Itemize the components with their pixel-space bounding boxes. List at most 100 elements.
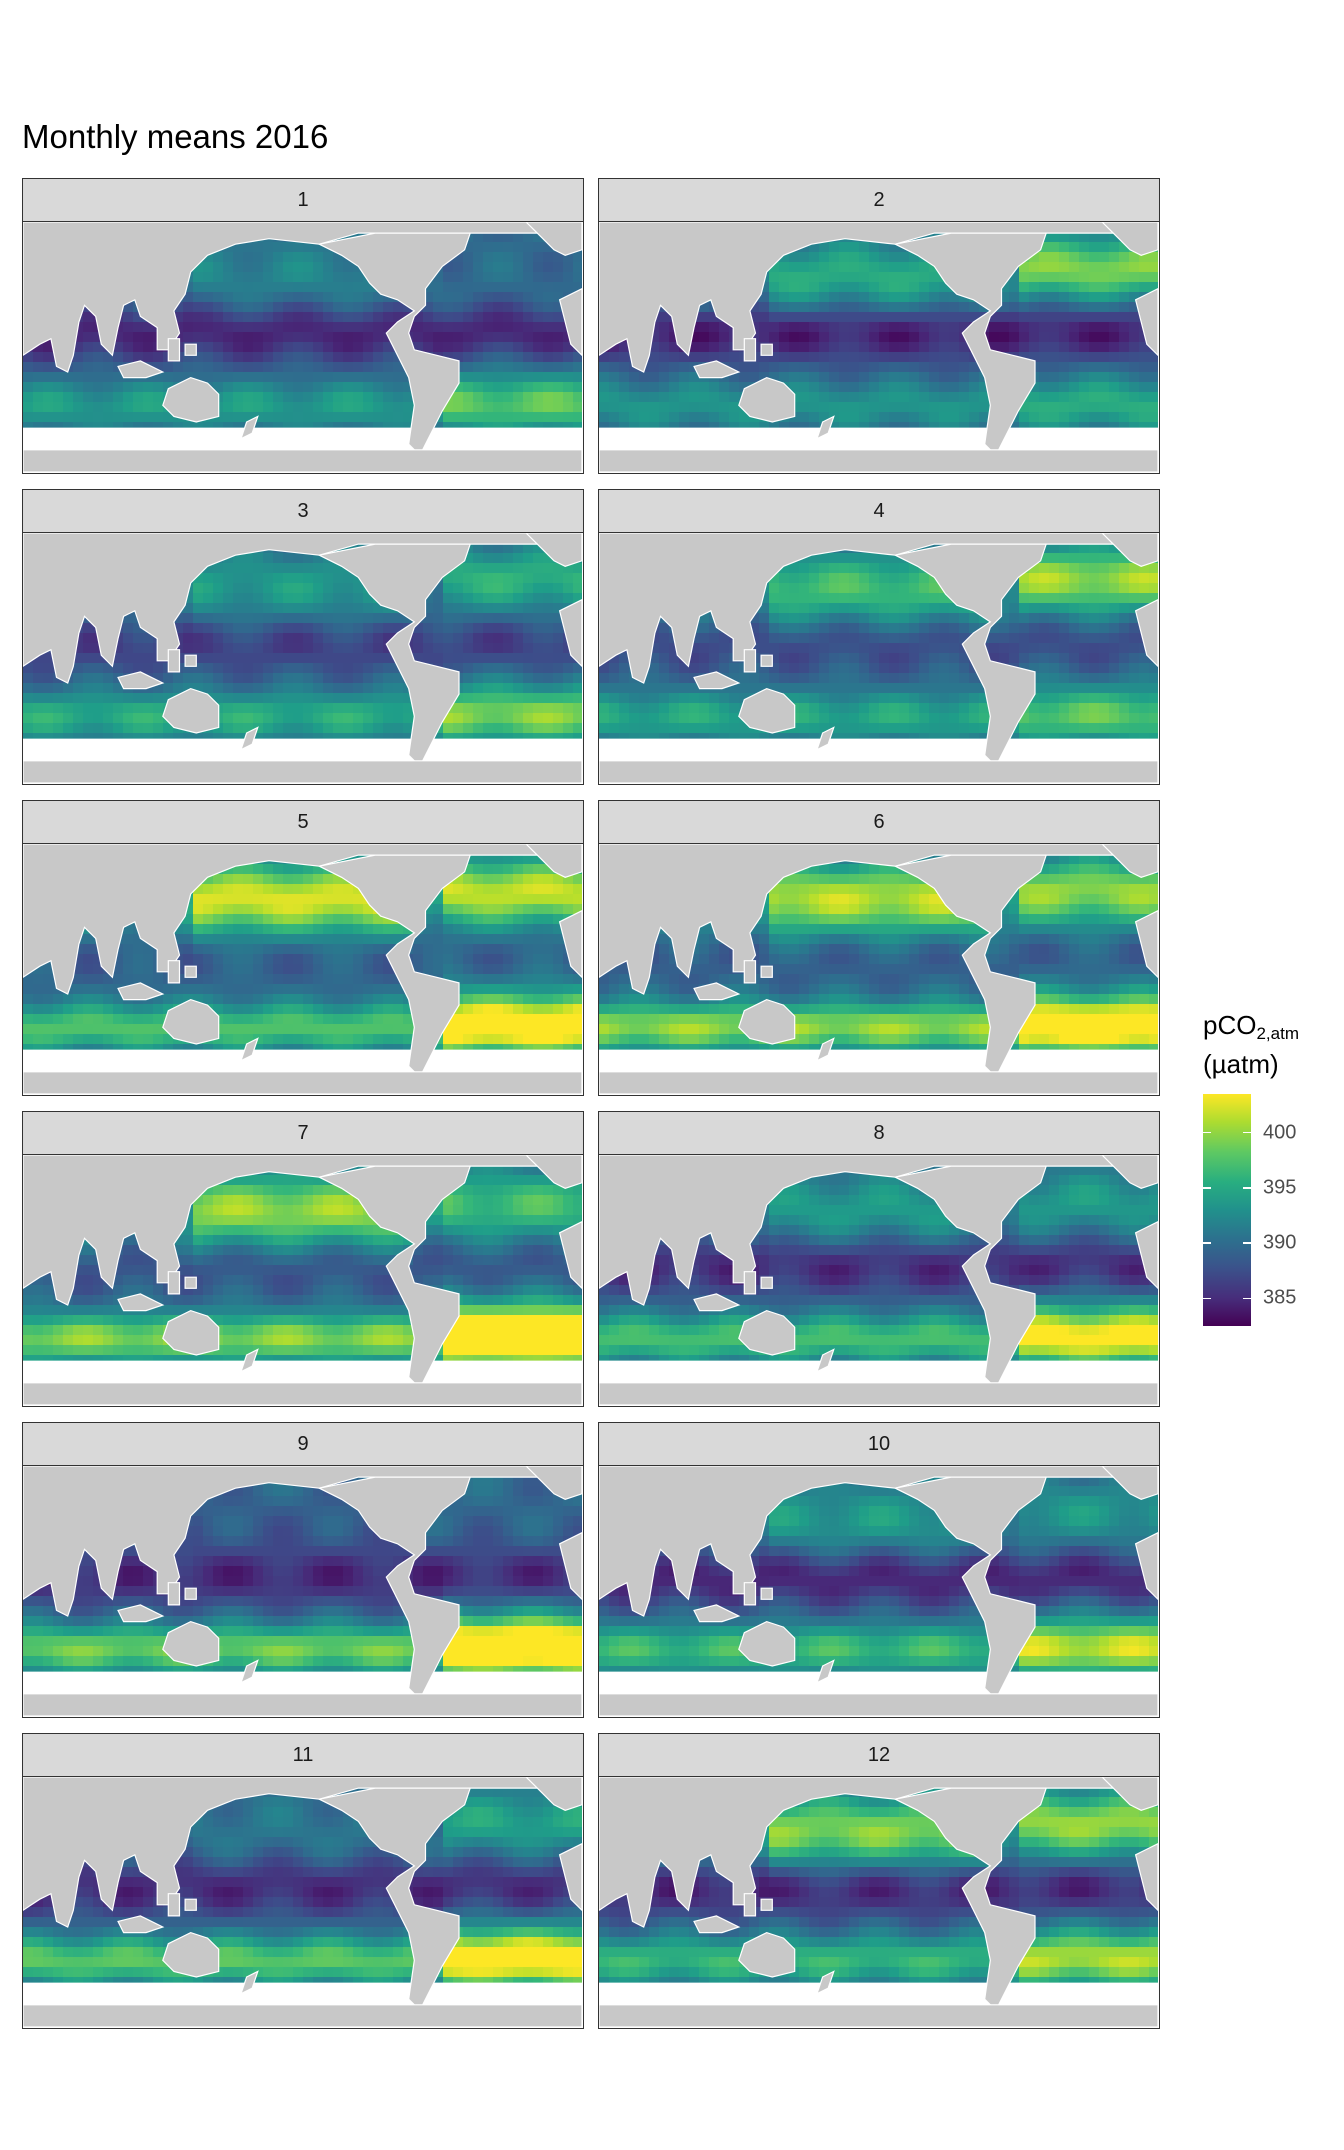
land-mass <box>525 1155 582 1189</box>
colorbar-tick-label: 390 <box>1263 1231 1297 1254</box>
facet-panel-month-9: 9 <box>22 1422 584 1718</box>
land-mass <box>23 1466 582 1617</box>
land-mass <box>184 1587 197 1600</box>
pco2-map <box>599 1777 1158 2027</box>
land-mass <box>184 965 197 978</box>
colorbar-legend: pCO2,atm (µatm) 400 395 390 385 <box>1203 1010 1299 1326</box>
land-mass <box>815 1970 835 1995</box>
pco2-map <box>23 844 582 1094</box>
colorbar-tick-mark <box>1243 1297 1251 1300</box>
land-mass <box>738 1620 796 1667</box>
facet-strip-label: 4 <box>599 490 1159 533</box>
land-mass <box>162 1309 220 1356</box>
land-mass <box>893 854 1048 1079</box>
land-mass <box>693 1915 741 1934</box>
land-mass <box>599 1071 1158 1094</box>
pco2-map <box>23 1777 582 2027</box>
land-mass <box>317 854 472 1079</box>
land-mass <box>743 1582 757 1606</box>
facet-panel-month-10: 10 <box>598 1422 1160 1718</box>
facet-strip-label: 8 <box>599 1112 1159 1155</box>
land-mass <box>525 533 582 567</box>
land-mass <box>23 1382 582 1405</box>
facet-panel-month-11: 11 <box>22 1733 584 2029</box>
no-data-band <box>23 1049 582 1072</box>
facet-strip-label: 9 <box>23 1423 583 1466</box>
pco2-map <box>23 222 582 472</box>
no-data-band <box>599 1049 1158 1072</box>
no-data-band <box>23 738 582 761</box>
land-mass <box>162 998 220 1045</box>
pco2-map <box>599 1466 1158 1716</box>
land-mass <box>1101 1466 1158 1500</box>
land-mass <box>743 649 757 673</box>
land-mass <box>558 288 582 357</box>
colorbar-tick-mark <box>1243 1242 1251 1244</box>
land-mass <box>239 726 259 751</box>
land-mass <box>558 599 582 668</box>
land-mass <box>317 543 472 768</box>
colorbar-tick-mark <box>1243 1187 1251 1189</box>
land-mass <box>117 1293 165 1312</box>
land-mass <box>893 1787 1048 2012</box>
pco2-map <box>23 1155 582 1405</box>
colorbar-tick-mark <box>1203 1297 1211 1300</box>
land-mass <box>815 1348 835 1373</box>
land-mass <box>184 1276 197 1289</box>
land-mass <box>317 1787 472 2012</box>
legend-title-main: pCO <box>1203 1010 1257 1040</box>
pco2-map <box>599 844 1158 1094</box>
land-mass <box>184 343 197 356</box>
facet-strip-label: 3 <box>23 490 583 533</box>
pco2-map <box>599 222 1158 472</box>
pco2-map <box>599 1155 1158 1405</box>
land-mass <box>760 1898 773 1911</box>
land-mass <box>760 654 773 667</box>
land-mass <box>893 543 1048 768</box>
no-data-band <box>23 1671 582 1694</box>
facet-strip-label: 12 <box>599 1734 1159 1777</box>
land-mass <box>599 533 1158 684</box>
land-mass <box>1134 910 1158 979</box>
no-data-band <box>599 738 1158 761</box>
land-mass <box>23 1777 582 1928</box>
facet-panel-month-12: 12 <box>598 1733 1160 2029</box>
facet-panel-month-1: 1 <box>22 178 584 474</box>
land-mass <box>760 1587 773 1600</box>
land-mass <box>525 222 582 256</box>
land-mass <box>693 360 741 379</box>
facet-panel-month-2: 2 <box>598 178 1160 474</box>
land-mass <box>893 1165 1048 1390</box>
no-data-band <box>23 427 582 450</box>
land-mass <box>117 1915 165 1934</box>
land-mass <box>117 1604 165 1623</box>
land-mass <box>760 1276 773 1289</box>
land-mass <box>23 1071 582 1094</box>
land-mass <box>1101 533 1158 567</box>
land-mass <box>239 415 259 440</box>
land-mass <box>815 415 835 440</box>
land-mass <box>558 1843 582 1912</box>
land-mass <box>184 654 197 667</box>
land-mass <box>23 2004 582 2027</box>
land-mass <box>558 1221 582 1290</box>
land-mass <box>317 1165 472 1390</box>
land-mass <box>599 760 1158 783</box>
no-data-band <box>23 1360 582 1383</box>
colorbar-tick-label: 385 <box>1263 1286 1297 1309</box>
land-mass <box>525 1466 582 1500</box>
land-mass <box>743 1271 757 1295</box>
colorbar-tick-label: 395 <box>1263 1176 1297 1199</box>
land-mass <box>167 649 181 673</box>
land-mass <box>738 1931 796 1978</box>
land-mass <box>317 1476 472 1701</box>
land-mass <box>760 343 773 356</box>
no-data-band <box>23 1982 582 2005</box>
land-mass <box>167 960 181 984</box>
land-mass <box>162 376 220 423</box>
facet-strip-label: 1 <box>23 179 583 222</box>
land-mass <box>599 449 1158 472</box>
land-mass <box>815 726 835 751</box>
colorbar-tick-mark <box>1203 1242 1211 1244</box>
land-mass <box>1101 844 1158 878</box>
